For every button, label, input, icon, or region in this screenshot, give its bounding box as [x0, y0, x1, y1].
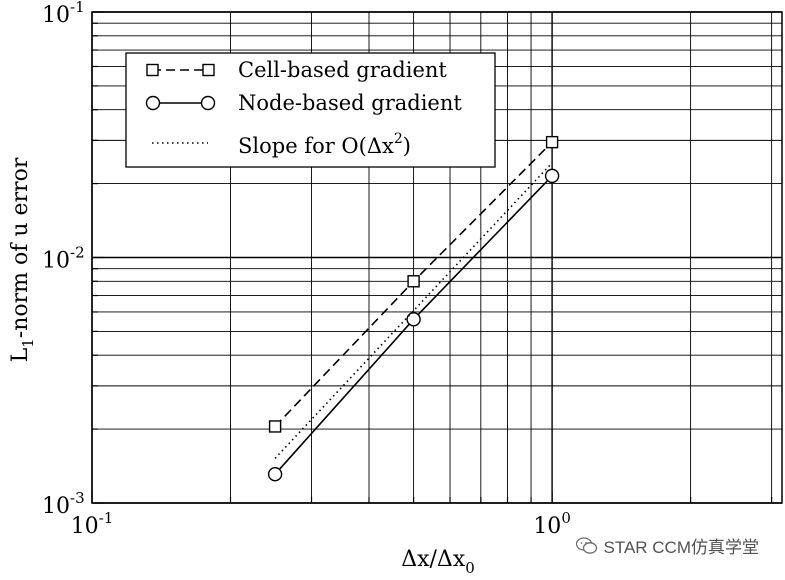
legend-label-slope-tail: ): [403, 134, 411, 158]
data-point-square: [407, 275, 420, 288]
y-axis-label-rest: -norm of u error: [8, 157, 33, 338]
y-tick-label-base: 10: [42, 3, 70, 28]
axis-ticks: [91, 11, 773, 504]
y-tick-label: 10-1: [42, 0, 85, 28]
legend-box: [125, 52, 496, 168]
y-tick-labels: 10-110-210-3: [42, 0, 85, 519]
x-tick-label-exp: 0: [561, 509, 571, 527]
y-tick-label-base: 10: [42, 494, 70, 519]
legend-label-slope-main: Slope for O(Δx: [238, 134, 394, 158]
x-tick-label-base: 10: [71, 514, 99, 539]
y-tick-label-exp: -3: [70, 489, 85, 507]
x-axis-label-main: Δx/Δx: [401, 547, 466, 572]
legend-label-node-based: Node-based gradient: [238, 91, 462, 115]
data-point-circle: [267, 467, 283, 482]
y-tick-label-base: 10: [42, 249, 70, 274]
y-tick-label: 10-3: [42, 489, 85, 519]
x-tick-label-base: 10: [533, 514, 561, 539]
legend-square-marker: [202, 63, 215, 77]
x-axis-label-sub: 0: [465, 559, 475, 577]
legend-square-marker: [146, 63, 159, 77]
x-tick-labels: 10-1 100: [71, 509, 571, 539]
y-tick-label-exp: -1: [70, 0, 85, 16]
series-0: [268, 135, 559, 433]
series-1: [267, 168, 560, 482]
data-point-square: [268, 420, 282, 433]
watermark-text: STAR CCM仿真学堂: [603, 538, 759, 557]
legend-item-slope: Slope for O(Δx2): [152, 131, 411, 158]
x-tick-label-exp: -1: [99, 509, 114, 527]
x-tick-label: 10-1: [71, 509, 114, 539]
legend-label-slope-sup: 2: [394, 131, 403, 147]
data-point-circle: [406, 312, 421, 327]
legend-item-cell-based: Cell-based gradient: [146, 58, 447, 82]
wechat-icon: [576, 536, 598, 555]
legend-circle-marker: [200, 95, 216, 111]
y-axis-label-sub: 1: [19, 338, 37, 348]
data-point-square: [545, 135, 559, 149]
x-tick-label: 100: [533, 509, 571, 539]
legend-label-cell-based: Cell-based gradient: [238, 58, 447, 82]
watermark: STAR CCM仿真学堂: [576, 533, 759, 558]
y-tick-label: 10-2: [42, 244, 85, 274]
legend-item-node-based: Node-based gradient: [145, 91, 462, 115]
series-layer: [267, 135, 560, 482]
legend-circle-marker: [145, 95, 161, 111]
y-tick-label-exp: -2: [70, 244, 85, 262]
data-point-circle: [544, 168, 560, 184]
legend: Cell-based gradient Node-based gradient …: [125, 52, 496, 168]
y-axis-label: L1-norm of u error: [8, 157, 37, 362]
y-axis-label-main: L: [8, 347, 33, 362]
x-axis-label: Δx/Δx0: [401, 547, 475, 577]
legend-label-slope: Slope for O(Δx2): [238, 131, 411, 158]
